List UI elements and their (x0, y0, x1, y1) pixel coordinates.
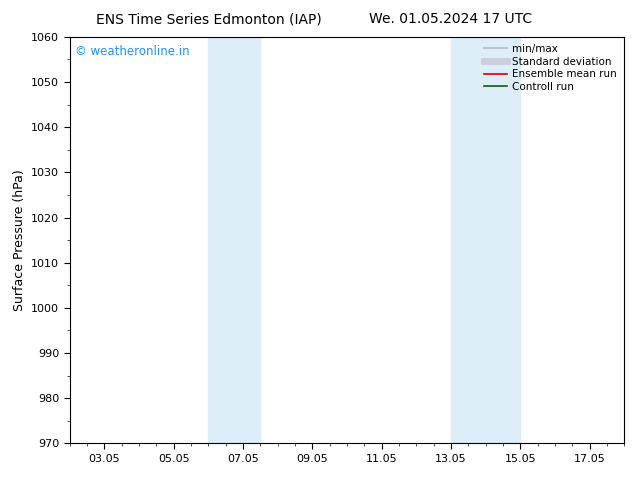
Legend: min/max, Standard deviation, Ensemble mean run, Controll run: min/max, Standard deviation, Ensemble me… (482, 42, 619, 94)
Bar (209, 37, 261, 443)
Text: We. 01.05.2024 17 UTC: We. 01.05.2024 17 UTC (368, 12, 532, 26)
Y-axis label: Surface Pressure (hPa): Surface Pressure (hPa) (13, 169, 25, 311)
Bar (451, 37, 521, 443)
Text: ENS Time Series Edmonton (IAP): ENS Time Series Edmonton (IAP) (96, 12, 322, 26)
Text: © weatheronline.in: © weatheronline.in (75, 45, 190, 58)
